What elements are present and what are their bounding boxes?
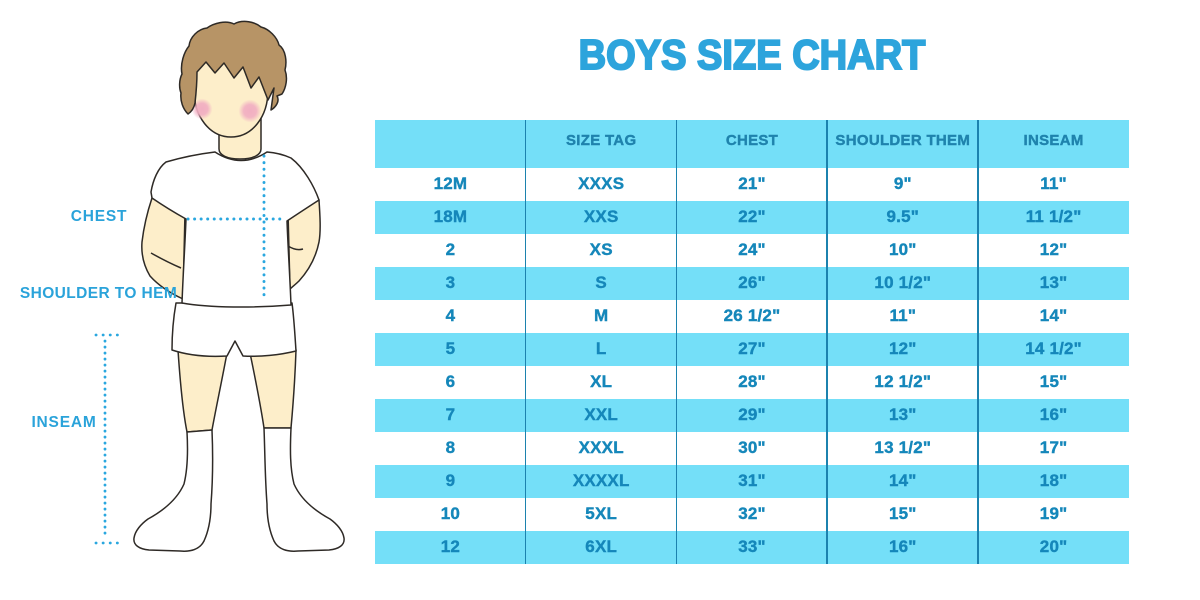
svg-text:SHOULDER TO HEM: SHOULDER TO HEM bbox=[20, 285, 177, 302]
svg-text:CHEST: CHEST bbox=[71, 208, 128, 225]
svg-text:INSEAM: INSEAM bbox=[31, 414, 96, 431]
